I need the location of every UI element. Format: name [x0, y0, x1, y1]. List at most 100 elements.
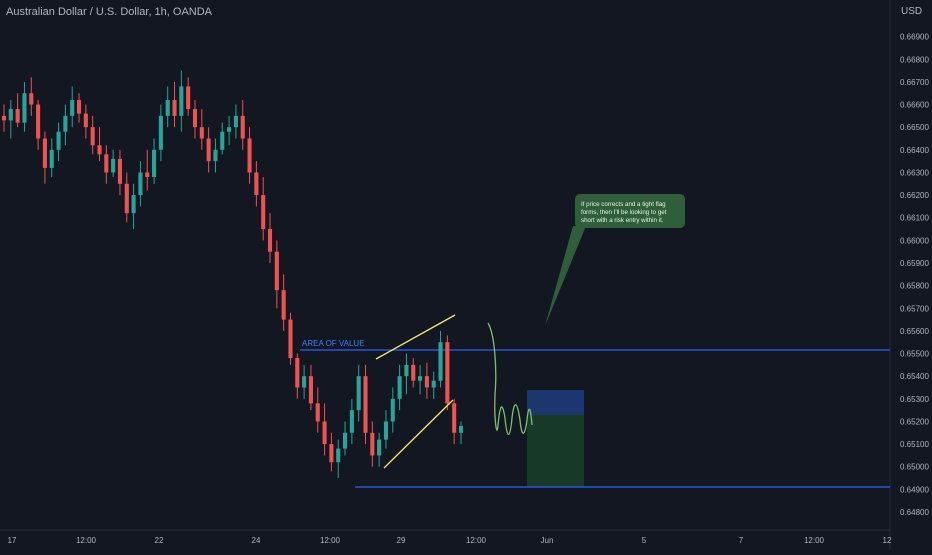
- bearish-candle: [97, 145, 102, 155]
- bullish-candle: [342, 432, 348, 449]
- price-tick-label: 0.65200: [900, 417, 929, 426]
- time-tick-label: Jun: [541, 536, 554, 545]
- price-tick-label: 0.65100: [900, 440, 929, 449]
- bearish-candle: [186, 86, 191, 110]
- bearish-candle: [117, 158, 123, 184]
- bullish-candle: [158, 115, 163, 150]
- bullish-candle: [356, 376, 361, 411]
- time-tick-label: 17: [8, 536, 17, 545]
- bearish-candle: [104, 154, 109, 173]
- price-tick-label: 0.64900: [900, 485, 929, 494]
- bullish-candle: [56, 131, 61, 150]
- bullish-candle: [302, 376, 307, 388]
- bearish-candle: [329, 444, 334, 463]
- price-tick-label: 0.66400: [900, 146, 929, 155]
- callout-pointer: [545, 226, 586, 326]
- price-tick-label: 0.66000: [900, 236, 929, 245]
- bullish-candle: [49, 149, 54, 168]
- time-tick-label: 22: [155, 536, 164, 545]
- bullish-candle: [397, 376, 402, 399]
- price-tick-label: 0.65900: [900, 259, 929, 268]
- bullish-candle: [22, 93, 27, 123]
- callout-line-1: If price corrects and a tight flag: [581, 201, 666, 208]
- bullish-candle: [377, 439, 382, 456]
- bearish-candle: [267, 229, 273, 252]
- bullish-candle: [8, 109, 13, 121]
- bullish-candle: [138, 172, 143, 196]
- price-tick-label: 0.65800: [900, 282, 929, 291]
- bearish-candle: [76, 100, 82, 114]
- bearish-candle: [247, 138, 252, 173]
- bearish-candle: [15, 109, 20, 123]
- price-tick-label: 0.64800: [900, 508, 929, 517]
- bearish-candle: [288, 319, 293, 359]
- projected-price-path[interactable]: [487, 322, 533, 436]
- take-profit-zone: [527, 415, 584, 487]
- bearish-candle: [424, 376, 429, 388]
- callout-line-2: forms, then I'll be looking to get: [581, 209, 667, 216]
- bullish-candle: [220, 131, 225, 150]
- flag-lower-trendline[interactable]: [383, 399, 454, 469]
- time-tick-label: 12: [883, 536, 892, 545]
- bearish-candle: [370, 432, 375, 456]
- bullish-candle: [152, 149, 157, 177]
- bullish-candle: [404, 364, 409, 377]
- price-tick-label: 0.65600: [900, 327, 929, 336]
- bullish-candle: [438, 342, 443, 381]
- price-tick-label: 0.66700: [900, 78, 929, 87]
- area-of-value-label: AREA OF VALUE: [302, 339, 365, 348]
- bearish-candle: [445, 342, 450, 404]
- price-tick-label: 0.66100: [900, 214, 929, 223]
- bullish-candle: [336, 448, 341, 463]
- bearish-candle: [363, 376, 368, 433]
- bullish-candle: [131, 195, 136, 214]
- candles: [1, 70, 464, 479]
- bearish-candle: [308, 376, 313, 404]
- bearish-candle: [199, 127, 204, 139]
- bullish-candle: [111, 158, 116, 173]
- bearish-candle: [36, 104, 41, 139]
- bearish-candle: [42, 138, 47, 168]
- price-tick-label: 0.65300: [900, 395, 929, 404]
- price-tick-label: 0.66600: [900, 101, 929, 110]
- bullish-candle: [213, 149, 218, 162]
- bullish-candle: [418, 376, 423, 381]
- price-axis: 0.66900 0.66800 0.66700 0.66600 0.66500 0.664…: [900, 33, 929, 517]
- price-tick-label: 0.66800: [900, 55, 929, 64]
- bearish-candle: [29, 93, 34, 105]
- bearish-candle: [90, 127, 95, 146]
- bearish-candle: [240, 115, 245, 139]
- bullish-candle: [390, 398, 395, 422]
- callout-line-3: short with a risk entry within it.: [581, 217, 664, 224]
- time-tick-label: 12:00: [466, 536, 487, 545]
- bearish-candle: [254, 172, 259, 196]
- bearish-candle: [281, 290, 286, 320]
- stop-loss-zone: [527, 390, 584, 415]
- bearish-candle: [145, 172, 150, 177]
- price-tick-label: 0.66900: [900, 33, 929, 42]
- bullish-candle: [227, 127, 232, 132]
- bearish-candle: [274, 251, 279, 291]
- time-tick-label: 12:00: [804, 536, 825, 545]
- bearish-candle: [322, 421, 327, 445]
- bullish-candle: [63, 115, 68, 132]
- bullish-candle: [383, 421, 389, 440]
- bullish-candle: [431, 380, 436, 388]
- bearish-candle: [261, 195, 266, 230]
- symbol-title: Australian Dollar / U.S. Dollar, 1h, OAN…: [6, 6, 213, 18]
- callout-box[interactable]: [575, 194, 685, 228]
- price-tick-label: 0.65500: [900, 350, 929, 359]
- bullish-candle: [179, 86, 184, 116]
- time-tick-label: 24: [252, 536, 261, 545]
- bearish-candle: [1, 115, 7, 121]
- bearish-candle: [172, 100, 177, 116]
- bullish-candle: [349, 410, 354, 433]
- bearish-candle: [83, 113, 88, 128]
- flag-upper-trendline[interactable]: [375, 314, 456, 360]
- bearish-candle: [315, 403, 320, 422]
- bearish-candle: [206, 138, 211, 162]
- price-tick-label: 0.65400: [900, 372, 929, 381]
